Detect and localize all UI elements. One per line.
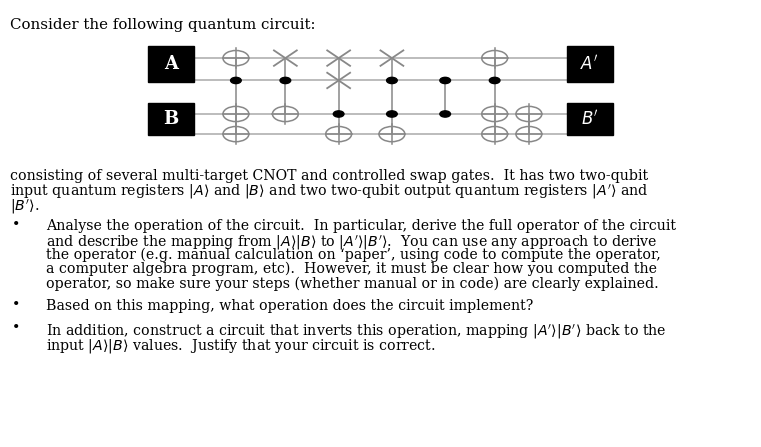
Circle shape xyxy=(333,111,344,117)
Text: $B'$: $B'$ xyxy=(581,110,599,129)
FancyBboxPatch shape xyxy=(567,103,613,135)
Text: and describe the mapping from $|A\rangle|B\rangle$ to $|A'\rangle|B'\rangle$.  Y: and describe the mapping from $|A\rangle… xyxy=(46,233,658,252)
Circle shape xyxy=(231,77,241,84)
Circle shape xyxy=(440,77,451,84)
FancyBboxPatch shape xyxy=(148,46,194,82)
Text: input quantum registers $|A\rangle$ and $|B\rangle$ and two two-qubit output qua: input quantum registers $|A\rangle$ and … xyxy=(10,183,648,202)
Text: Based on this mapping, what operation does the circuit implement?: Based on this mapping, what operation do… xyxy=(46,299,533,313)
Text: •: • xyxy=(11,298,20,312)
Text: consisting of several multi-target CNOT and controlled swap gates.  It has two t: consisting of several multi-target CNOT … xyxy=(10,169,648,183)
Text: input $|A\rangle|B\rangle$ values.  Justify that your circuit is correct.: input $|A\rangle|B\rangle$ values. Justi… xyxy=(46,337,435,355)
Text: B: B xyxy=(164,110,179,128)
Text: the operator (e.g. manual calculation on ‘paper’, using code to compute the oper: the operator (e.g. manual calculation on… xyxy=(46,248,661,262)
Circle shape xyxy=(440,111,451,117)
Circle shape xyxy=(387,111,397,117)
Text: $A'$: $A'$ xyxy=(581,55,599,73)
Text: Consider the following quantum circuit:: Consider the following quantum circuit: xyxy=(10,18,315,32)
FancyBboxPatch shape xyxy=(148,103,194,135)
Circle shape xyxy=(280,77,291,84)
Text: In addition, construct a circuit that inverts this operation, mapping $|A'\rangl: In addition, construct a circuit that in… xyxy=(46,323,666,341)
Text: •: • xyxy=(11,218,20,232)
Text: A: A xyxy=(164,55,178,73)
Text: operator, so make sure your steps (whether manual or in code) are clearly explai: operator, so make sure your steps (wheth… xyxy=(46,276,658,291)
FancyBboxPatch shape xyxy=(567,46,613,82)
Text: Analyse the operation of the circuit.  In particular, derive the full operator o: Analyse the operation of the circuit. In… xyxy=(46,219,676,233)
Text: a computer algebra program, etc).  However, it must be clear how you computed th: a computer algebra program, etc). Howeve… xyxy=(46,262,657,276)
Text: $|B'\rangle$.: $|B'\rangle$. xyxy=(10,198,39,216)
Text: •: • xyxy=(11,321,20,335)
Circle shape xyxy=(489,77,500,84)
Circle shape xyxy=(387,77,397,84)
